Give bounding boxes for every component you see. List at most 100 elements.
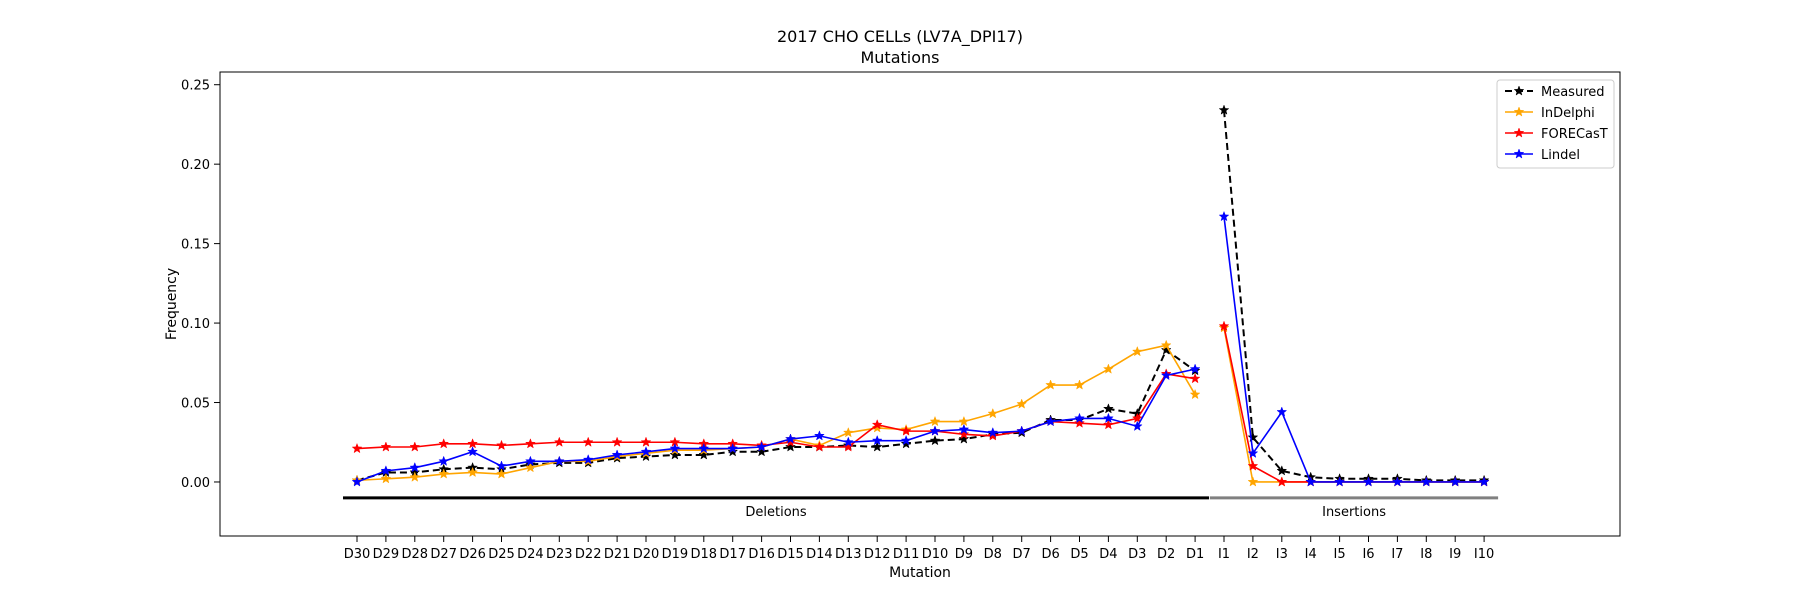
x-tick-label: D16 bbox=[748, 547, 775, 562]
data-point bbox=[987, 407, 999, 419]
x-tick-label: D25 bbox=[488, 547, 515, 562]
data-point bbox=[1131, 420, 1143, 431]
x-tick-label: D29 bbox=[373, 547, 400, 562]
data-point bbox=[1016, 425, 1028, 436]
x-tick-label: D13 bbox=[835, 547, 862, 562]
data-point bbox=[669, 442, 681, 454]
x-tick-label: D27 bbox=[430, 547, 457, 562]
data-point bbox=[698, 449, 710, 460]
x-tick-label: D19 bbox=[662, 547, 689, 562]
x-tick-label: I3 bbox=[1276, 547, 1288, 562]
data-point bbox=[1045, 379, 1057, 390]
x-tick-label: D18 bbox=[691, 547, 718, 562]
legend-label: Lindel bbox=[1541, 148, 1580, 163]
data-point bbox=[1189, 372, 1201, 384]
x-tick-label: D26 bbox=[459, 547, 486, 562]
data-point bbox=[1247, 431, 1259, 443]
data-point bbox=[900, 425, 912, 436]
x-tick-label: I5 bbox=[1334, 547, 1346, 562]
data-point bbox=[467, 446, 479, 457]
legend-marker bbox=[1513, 85, 1525, 96]
y-tick-label: 0.25 bbox=[181, 79, 210, 94]
data-point bbox=[1334, 476, 1346, 487]
data-point bbox=[1218, 104, 1230, 115]
series-layer bbox=[351, 104, 1490, 487]
data-point bbox=[1218, 320, 1230, 331]
chart-subtitle: Mutations bbox=[860, 48, 939, 67]
data-point bbox=[496, 439, 507, 451]
data-point bbox=[409, 441, 421, 452]
data-point bbox=[438, 438, 450, 449]
data-point bbox=[1074, 379, 1085, 390]
data-point bbox=[1160, 369, 1172, 381]
x-tick-label: D8 bbox=[984, 547, 1002, 562]
series-line bbox=[356, 344, 1196, 482]
x-tick-label: D22 bbox=[575, 547, 602, 562]
data-point bbox=[380, 465, 392, 476]
data-point bbox=[467, 466, 479, 478]
x-tick-label: I7 bbox=[1391, 547, 1403, 562]
legend-marker bbox=[1513, 106, 1525, 117]
x-tick-label: D24 bbox=[517, 547, 544, 562]
legend-box bbox=[1496, 79, 1615, 169]
data-point bbox=[871, 419, 883, 430]
data-point bbox=[1102, 403, 1114, 414]
x-tick-label: D10 bbox=[922, 547, 949, 562]
data-point bbox=[727, 446, 739, 457]
data-point bbox=[1131, 412, 1143, 424]
data-point bbox=[582, 454, 594, 465]
series-lindel bbox=[351, 210, 1490, 487]
data-point bbox=[524, 461, 536, 473]
data-point bbox=[640, 436, 652, 447]
data-point bbox=[958, 433, 970, 444]
data-point bbox=[1189, 388, 1201, 400]
legend-label: FORECasT bbox=[1541, 127, 1608, 142]
x-tick-label: D21 bbox=[604, 547, 631, 562]
x-tick-label: D9 bbox=[955, 547, 973, 562]
x-tick-label: D17 bbox=[719, 547, 746, 562]
data-point bbox=[1478, 476, 1490, 487]
data-point bbox=[1247, 476, 1259, 487]
data-point bbox=[1102, 363, 1114, 374]
y-tick-label: 0.05 bbox=[181, 397, 210, 412]
series-line bbox=[1223, 110, 1485, 482]
data-point bbox=[987, 430, 999, 441]
x-tick-label: D3 bbox=[1128, 547, 1146, 562]
data-point bbox=[929, 415, 941, 427]
data-point bbox=[842, 436, 854, 447]
data-point bbox=[611, 436, 623, 447]
data-point bbox=[1247, 460, 1259, 471]
x-tick-label: D23 bbox=[546, 547, 573, 562]
group-label: Insertions bbox=[1322, 505, 1386, 520]
legend-marker bbox=[1513, 127, 1525, 138]
data-point bbox=[438, 468, 450, 479]
legend-label: Measured bbox=[1541, 85, 1605, 100]
data-point bbox=[756, 446, 768, 457]
data-point bbox=[1276, 476, 1288, 487]
data-point bbox=[929, 425, 941, 436]
data-point bbox=[1160, 344, 1172, 355]
x-tick-label: D7 bbox=[1013, 547, 1031, 562]
x-tick-label: I10 bbox=[1474, 547, 1494, 562]
data-point bbox=[1045, 415, 1057, 427]
data-point bbox=[1276, 465, 1288, 476]
y-axis: 0.00 0.05 0.10 0.15 0.20 0.25 bbox=[181, 79, 220, 491]
data-point bbox=[524, 455, 536, 466]
x-tick-label: D5 bbox=[1070, 547, 1088, 562]
legend-marker bbox=[1513, 148, 1525, 159]
data-point bbox=[1276, 406, 1288, 417]
x-tick-label: D30 bbox=[344, 547, 371, 562]
data-point bbox=[553, 455, 565, 466]
data-point bbox=[842, 426, 854, 438]
legend-label: InDelphi bbox=[1541, 106, 1595, 121]
data-point bbox=[958, 423, 970, 435]
data-point bbox=[1363, 476, 1374, 487]
data-point bbox=[640, 450, 652, 462]
data-point bbox=[1074, 412, 1085, 424]
data-point bbox=[987, 426, 999, 438]
x-tick-label: D6 bbox=[1041, 547, 1059, 562]
data-point bbox=[785, 433, 796, 444]
data-point bbox=[813, 430, 825, 441]
y-tick-label: 0.00 bbox=[181, 476, 210, 491]
